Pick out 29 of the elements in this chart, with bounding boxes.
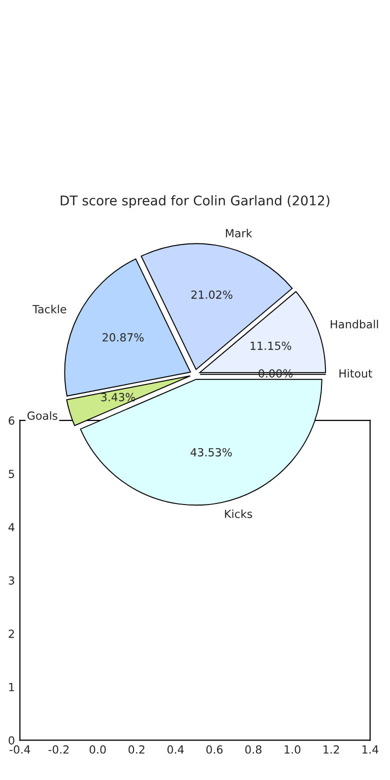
slice-label: Kicks (225, 509, 252, 518)
data-label: 3.43% (101, 392, 136, 402)
x-tick-label: 0.8 (245, 745, 262, 754)
slice-label: Goals (27, 411, 58, 420)
slice-label: Tackle (32, 304, 66, 314)
y-tick-label: 6 (8, 416, 14, 425)
category-label: Hitout (340, 369, 372, 378)
y-tick-label: 3 (8, 576, 14, 585)
x-tick-label: -0.4 (10, 745, 30, 754)
x-tick-label: 0.4 (167, 745, 184, 754)
x-tick-label: 1.4 (362, 745, 378, 754)
x-tick-label: 1.0 (284, 745, 300, 754)
x-tick-label: 0.2 (128, 745, 144, 754)
y-tick-label: 5 (8, 470, 14, 478)
y-tick-label: 1 (9, 683, 14, 692)
x-tick-label: 1.2 (324, 745, 339, 754)
y-tick-label: 2 (8, 630, 14, 638)
y-tick-label: 4 (8, 523, 14, 532)
slice-label: Handball (330, 320, 378, 328)
data-label: 11.15% (250, 342, 292, 350)
x-tick-label: -0.2 (48, 745, 69, 754)
x-tick-label: 0.0 (90, 745, 106, 754)
slice-label: Mark (226, 228, 252, 238)
data-label: 43.53% (190, 448, 232, 456)
data-label: 21.02% (191, 290, 232, 299)
chart-title: DT score spread for Colin Garland (2012) (60, 195, 330, 208)
data-label: 20.87% (102, 333, 144, 342)
x-tick-label: 0.6 (206, 745, 223, 754)
y-tick-label: 0 (8, 736, 14, 745)
